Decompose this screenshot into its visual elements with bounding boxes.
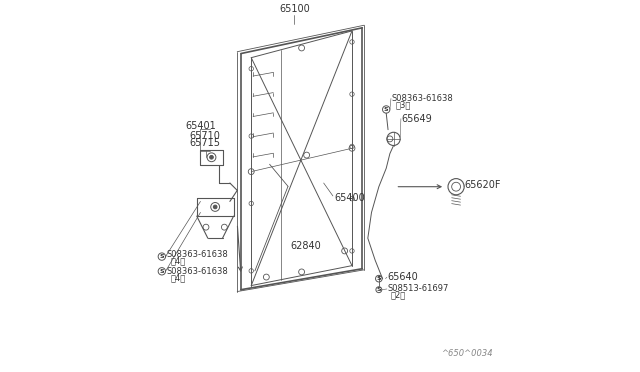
- Text: 65401: 65401: [186, 121, 216, 131]
- Text: S: S: [376, 276, 381, 281]
- Text: S08363-61638: S08363-61638: [392, 94, 454, 103]
- Text: S: S: [159, 254, 164, 259]
- Text: 〈4〉: 〈4〉: [170, 257, 186, 266]
- Text: 〈2〉: 〈2〉: [391, 291, 406, 300]
- Circle shape: [213, 205, 217, 209]
- Text: 65620F: 65620F: [465, 180, 501, 190]
- Text: 〈3〉: 〈3〉: [396, 100, 411, 109]
- Text: S08363-61638: S08363-61638: [166, 267, 228, 276]
- Text: 65715: 65715: [189, 138, 220, 148]
- Text: ^650^0034: ^650^0034: [441, 349, 493, 358]
- Text: 65640: 65640: [387, 272, 418, 282]
- Text: 65100: 65100: [279, 4, 310, 14]
- Text: S08513-61697: S08513-61697: [387, 285, 449, 294]
- Text: S: S: [376, 287, 381, 292]
- Text: S08363-61638: S08363-61638: [166, 250, 228, 259]
- Circle shape: [210, 155, 213, 159]
- Text: S: S: [384, 107, 388, 112]
- Text: 65649: 65649: [402, 114, 433, 124]
- Text: 65710: 65710: [189, 131, 220, 141]
- Text: 〈4〉: 〈4〉: [170, 273, 186, 282]
- Text: 62840: 62840: [290, 241, 321, 251]
- Text: 65400: 65400: [335, 193, 365, 203]
- Text: S: S: [159, 269, 164, 274]
